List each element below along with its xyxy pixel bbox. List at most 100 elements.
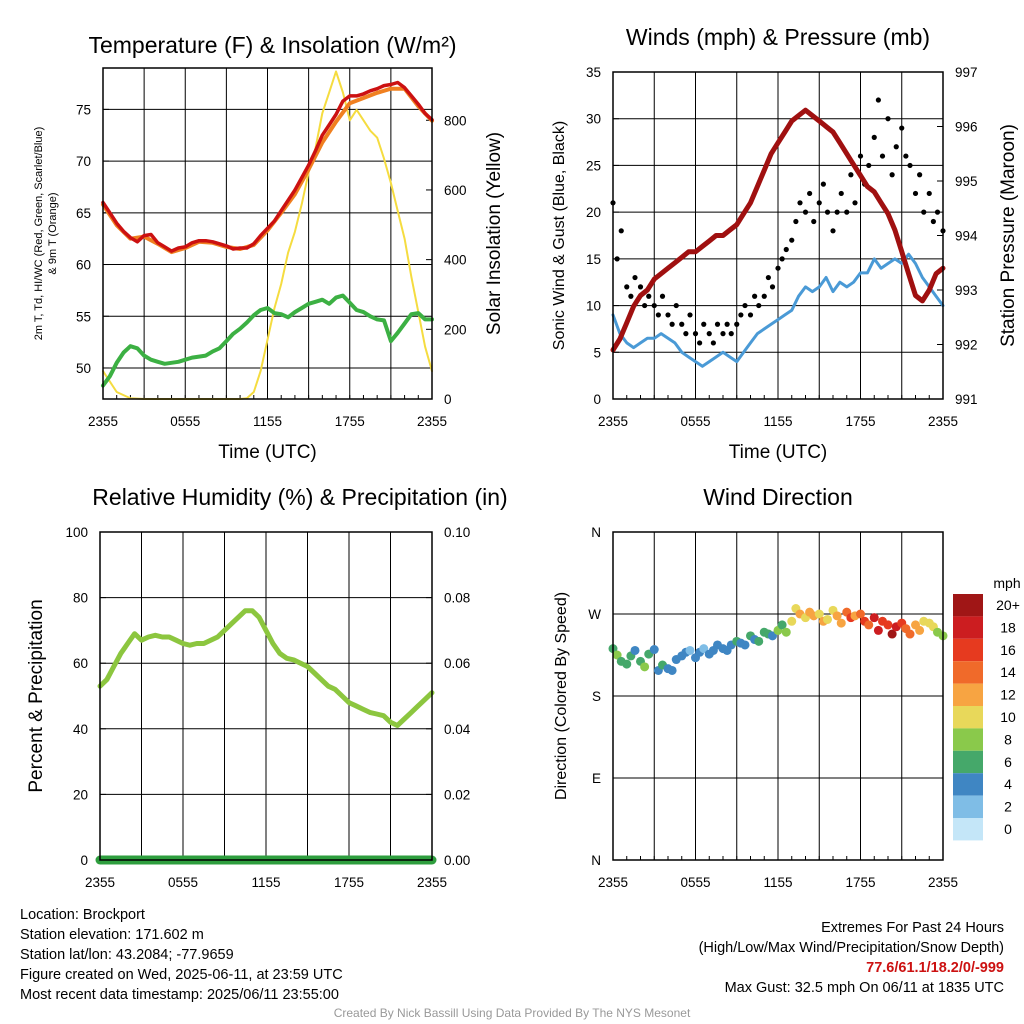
- rh-y-tick-label: 0: [80, 853, 88, 868]
- gust-point: [783, 246, 789, 253]
- dir-y-tick-label: N: [591, 853, 601, 868]
- gust-point: [697, 340, 703, 346]
- elevation-text: Station elevation: 171.602 m: [20, 927, 204, 943]
- rh-grid: [99, 531, 433, 861]
- direction-point: [873, 625, 883, 635]
- winds-y-axis-label: Sonic Wind & Gust (Blue, Black): [551, 121, 568, 350]
- winds-x-tick-label: 2355: [598, 414, 628, 429]
- temp-2m-line: [101, 80, 434, 253]
- rh-y-tick-label: 100: [65, 525, 88, 540]
- winds-y-tick-label: 0: [593, 392, 601, 407]
- winds-y2-tick-label: 994: [955, 229, 978, 244]
- gust-point: [926, 190, 932, 197]
- gust-point: [811, 218, 817, 225]
- sonic-wind-line: [611, 252, 945, 368]
- pressure-line: [610, 107, 946, 353]
- direction-point: [832, 611, 842, 621]
- rh-x-tick-label: 0555: [168, 875, 198, 890]
- gust-point: [665, 312, 671, 318]
- winds-x-axis-label: Time (UTC): [729, 442, 828, 463]
- gust-point: [669, 321, 675, 327]
- gust-point: [838, 190, 844, 197]
- speed-legend-label: 0: [1004, 821, 1012, 837]
- gust-point: [934, 209, 941, 215]
- rh-y2-tick-label: 0.02: [444, 787, 470, 802]
- direction-point: [787, 616, 797, 626]
- gust-point: [701, 321, 707, 327]
- direction-point: [740, 640, 750, 650]
- gust-point: [679, 321, 685, 327]
- rh-y-tick-label: 20: [73, 787, 88, 802]
- gust-point: [921, 209, 927, 215]
- temp-x-tick-label: 1155: [253, 414, 282, 429]
- direction-point: [823, 614, 832, 624]
- temp-y2-tick-label: 600: [444, 183, 467, 198]
- winds-y2-tick-label: 991: [955, 392, 978, 407]
- gust-point: [637, 284, 644, 290]
- gust-point: [646, 293, 652, 299]
- winds-y2-axis-label: Station Pressure (Maroon): [998, 124, 1019, 347]
- gust-point: [687, 312, 693, 318]
- temp-y-axis-label-2: & 9m T (Orange): [47, 192, 59, 274]
- gust-point: [632, 274, 638, 281]
- winds-y-tick-label: 5: [593, 345, 601, 360]
- gust-point: [889, 172, 895, 178]
- speed-legend-label: 12: [1000, 687, 1016, 703]
- winds-y-tick-label: 25: [586, 158, 601, 173]
- rh-chart-title: Relative Humidity (%) & Precipitation (i…: [92, 484, 507, 510]
- gust-point: [834, 209, 840, 215]
- winds-y-tick-label: 35: [586, 65, 601, 80]
- station-info: Location: Brockport Station elevation: 1…: [20, 905, 343, 1005]
- direction-point: [649, 645, 659, 655]
- max-gust-text: Max Gust: 32.5 mph On 06/11 at 1835 UTC: [724, 980, 1004, 996]
- winds-y2-tick-label: 993: [955, 283, 978, 298]
- gust-point: [618, 228, 624, 234]
- gust-point: [651, 302, 657, 309]
- speed-legend-label: 10: [1000, 709, 1016, 725]
- gust-point: [765, 274, 771, 281]
- speed-legend-label: 4: [1004, 776, 1012, 792]
- direction-point: [768, 631, 777, 641]
- gust-point: [903, 153, 909, 159]
- speed-legend-label: 14: [1000, 664, 1016, 680]
- temp-y-tick-label: 70: [76, 154, 91, 169]
- gust-point: [802, 209, 809, 215]
- gust-point: [734, 321, 740, 327]
- direction-point: [869, 613, 879, 623]
- humidity-line: [97, 608, 435, 728]
- temp-y2-tick-label: 800: [444, 113, 467, 128]
- gust-point: [816, 200, 822, 206]
- gust-point: [899, 125, 905, 131]
- rh-y2-tick-label: 0.08: [444, 591, 470, 606]
- gust-point: [655, 312, 661, 318]
- rh-x-tick-label: 1755: [334, 875, 364, 890]
- direction-point: [699, 644, 709, 654]
- temp-x-tick-label: 1755: [335, 414, 365, 429]
- gust-point: [866, 162, 872, 169]
- gust-point: [844, 209, 850, 215]
- temp-y2-tick-label: 0: [444, 392, 452, 407]
- rh-x-tick-label: 2355: [417, 875, 447, 890]
- rh-x-tick-label: 2355: [85, 875, 115, 890]
- dir-grid: [612, 531, 944, 861]
- speed-legend-label: 8: [1004, 731, 1012, 747]
- extremes-subtitle: (High/Low/Max Wind/Precipitation/Snow De…: [698, 940, 1004, 956]
- gust-point: [879, 153, 886, 159]
- temp-chart-title: Temperature (F) & Insolation (W/m²): [88, 32, 456, 58]
- gust-point: [720, 331, 726, 337]
- rh-y2-tick-label: 0.04: [444, 722, 471, 737]
- speed-legend-title: mph: [993, 575, 1020, 591]
- direction-point: [856, 609, 865, 619]
- winds-plot-border: [612, 71, 944, 400]
- dewpoint-line: [101, 293, 434, 388]
- speed-legend-swatch: [953, 638, 983, 662]
- speed-legend-swatch: [953, 818, 983, 841]
- gust-point: [710, 340, 716, 346]
- dir-x-tick-label: 2355: [598, 875, 628, 890]
- winds-x-tick-label: 1155: [763, 414, 792, 429]
- temp-x-tick-label: 2355: [417, 414, 447, 429]
- rh-y2-tick-label: 0.00: [444, 853, 470, 868]
- gust-point: [820, 181, 826, 187]
- recent-data-text: Most recent data timestamp: 2025/06/11 2…: [20, 987, 339, 1003]
- gust-point: [907, 162, 913, 169]
